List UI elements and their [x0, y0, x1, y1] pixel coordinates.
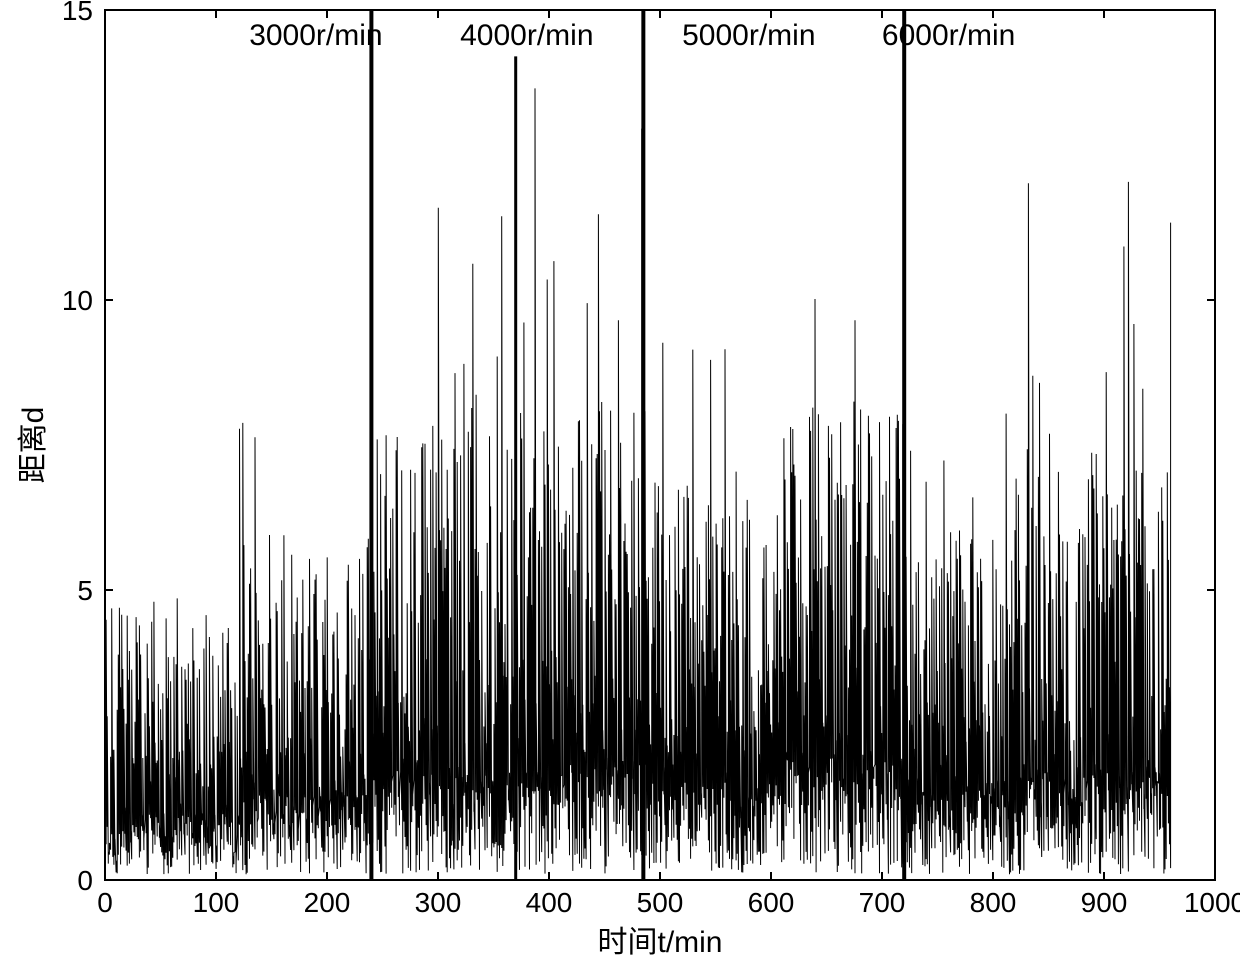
y-tick-label: 5 [77, 575, 93, 606]
y-axis-label: 距离d [17, 407, 50, 484]
rpm-annotation: 6000r/min [882, 19, 1015, 52]
x-tick-label: 400 [526, 887, 573, 918]
x-tick-label: 300 [415, 887, 462, 918]
x-tick-label: 1000 [1184, 887, 1240, 918]
x-tick-label: 0 [97, 887, 113, 918]
rpm-annotation: 3000r/min [249, 19, 382, 52]
y-tick-label: 10 [62, 285, 93, 316]
y-tick-label: 15 [62, 0, 93, 26]
x-tick-label: 200 [304, 887, 351, 918]
y-tick-label: 0 [77, 865, 93, 896]
x-axis-label: 时间t/min [597, 926, 722, 959]
rpm-annotation: 5000r/min [682, 19, 815, 52]
rpm-annotation: 4000r/min [460, 19, 593, 52]
x-tick-label: 800 [970, 887, 1017, 918]
x-tick-label: 700 [859, 887, 906, 918]
x-tick-label: 600 [748, 887, 795, 918]
chart-svg: 0 100 200 300 400 500 600 700 800 900 1000 0 5 10 15 时间… [0, 0, 1240, 966]
x-tick-label: 500 [637, 887, 684, 918]
x-tick-label: 900 [1081, 887, 1128, 918]
x-tick-label: 100 [193, 887, 240, 918]
